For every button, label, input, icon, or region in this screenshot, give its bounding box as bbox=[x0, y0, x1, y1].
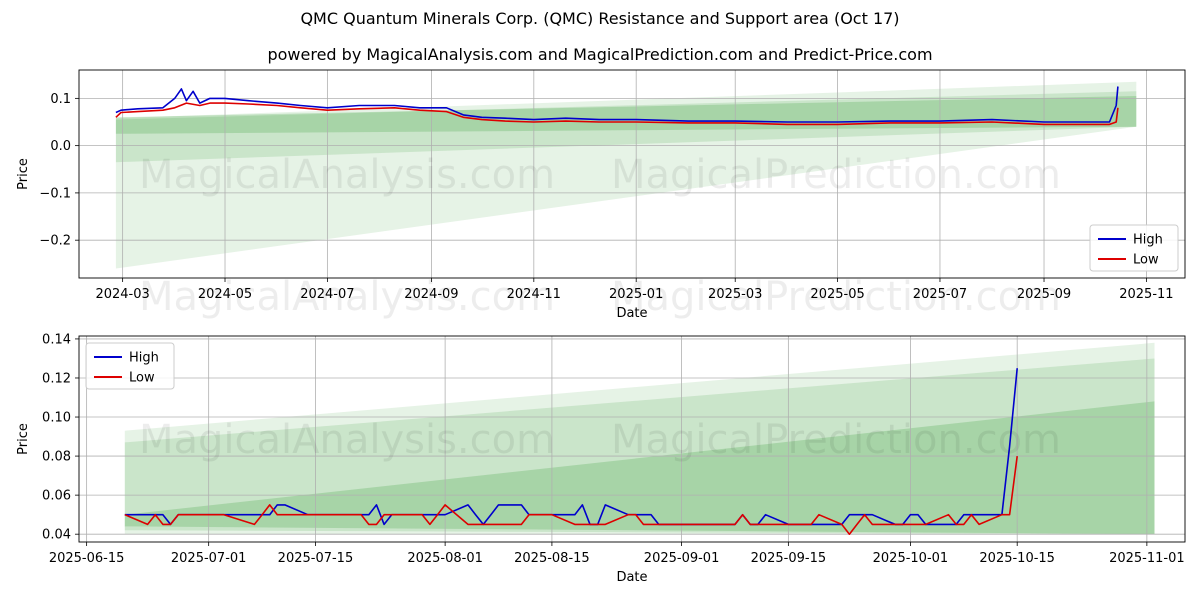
plot-frame bbox=[78, 335, 1186, 543]
series-line-high bbox=[115, 86, 1119, 123]
watermark: MagicalPrediction.com bbox=[611, 417, 1061, 463]
watermark: MagicalPrediction.com bbox=[611, 152, 1061, 198]
x-tick-label: 2025-09-01 bbox=[644, 551, 720, 566]
series-line-low bbox=[115, 102, 1119, 126]
x-tick-label: 2025-09-15 bbox=[751, 551, 827, 566]
y-tick-label: −0.1 bbox=[39, 186, 71, 201]
support-resistance-band bbox=[124, 401, 1155, 535]
legend-label-low: Low bbox=[1133, 253, 1159, 268]
legend: High Low bbox=[1089, 224, 1179, 272]
x-tick-label: 2025-11 bbox=[1119, 287, 1173, 302]
x-tick-label: 2024-11 bbox=[507, 287, 561, 302]
x-tick-label: 2025-09 bbox=[1017, 287, 1071, 302]
y-tick-label: −0.2 bbox=[39, 234, 71, 249]
x-tick-label: 2025-06-15 bbox=[49, 551, 125, 566]
support-resistance-band bbox=[124, 358, 1155, 535]
x-tick-label: 2025-08-15 bbox=[514, 551, 590, 566]
x-tick-label: 2024-07 bbox=[300, 287, 354, 302]
y-tick-label: 0.1 bbox=[50, 92, 71, 107]
x-tick-label: 2025-05 bbox=[810, 287, 864, 302]
y-axis-label: Price bbox=[16, 158, 31, 190]
x-tick-label: 2025-10-01 bbox=[873, 551, 949, 566]
support-resistance-band bbox=[115, 81, 1137, 269]
y-axis-label: Price bbox=[16, 423, 31, 455]
y-tick-label: 0.08 bbox=[42, 450, 71, 465]
x-axis-label: Date bbox=[616, 570, 647, 585]
series-line-high bbox=[124, 368, 1018, 526]
watermark: MagicalAnalysis.com bbox=[139, 274, 555, 320]
y-tick-label: 0.0 bbox=[50, 139, 71, 154]
x-tick-label: 2024-05 bbox=[198, 287, 252, 302]
support-resistance-band bbox=[124, 342, 1155, 535]
x-tick-label: 2025-01 bbox=[609, 287, 663, 302]
x-tick-label: 2025-08-01 bbox=[407, 551, 483, 566]
chart-subtitle: powered by MagicalAnalysis.com and Magic… bbox=[267, 45, 933, 64]
plot-2: 2025-06-15 2025-07-01 2025-07-15 2025-08-01… bbox=[16, 332, 1186, 585]
x-tick-label: 2025-07 bbox=[913, 287, 967, 302]
y-tick-label: 0.14 bbox=[42, 332, 71, 347]
legend-label-high: High bbox=[129, 351, 159, 366]
x-tick-label: 2025-07-15 bbox=[278, 551, 354, 566]
x-axis-label: Date bbox=[616, 306, 647, 321]
support-resistance-band bbox=[115, 96, 1137, 134]
support-resistance-band bbox=[115, 91, 1137, 163]
plot-frame bbox=[78, 69, 1186, 279]
y-tick-label: 0.10 bbox=[42, 411, 71, 426]
watermark: MagicalAnalysis.com bbox=[139, 152, 555, 198]
x-tick-label: 2025-07-01 bbox=[171, 551, 247, 566]
y-tick-label: 0.12 bbox=[42, 371, 71, 386]
y-tick-label: 0.04 bbox=[42, 528, 71, 543]
legend-label-high: High bbox=[1133, 233, 1163, 248]
x-tick-label: 2024-03 bbox=[95, 287, 149, 302]
legend-label-low: Low bbox=[129, 371, 155, 386]
watermark: MagicalAnalysis.com bbox=[139, 417, 555, 463]
watermark-group-between: MagicalAnalysis.com MagicalPrediction.com bbox=[139, 274, 1061, 320]
legend: High Low bbox=[85, 342, 175, 390]
y-tick-label: 0.06 bbox=[42, 489, 71, 504]
x-tick-label: 2025-11-01 bbox=[1109, 551, 1185, 566]
x-tick-label: 2024-09 bbox=[404, 287, 458, 302]
series-line-low bbox=[124, 455, 1018, 536]
x-tick-label: 2025-03 bbox=[708, 287, 762, 302]
plot-1: 2024-03 2024-05 2024-07 2024-09 2024-11 2025-… bbox=[16, 69, 1186, 321]
watermark: MagicalPrediction.com bbox=[611, 274, 1061, 320]
x-tick-label: 2025-10-15 bbox=[979, 551, 1055, 566]
chart-title: QMC Quantum Minerals Corp. (QMC) Resista… bbox=[300, 9, 900, 28]
